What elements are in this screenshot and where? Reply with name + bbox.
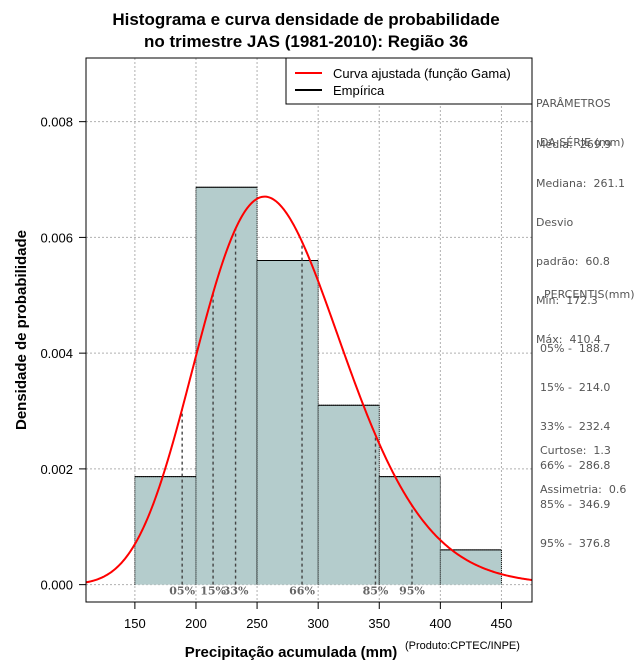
y-axis: 0.000 0.002 0.004 0.006 0.008 xyxy=(40,115,86,593)
x-axis: 150 200 250 300 350 400 450 xyxy=(124,602,512,631)
shape-stats: Curtose: 1.3 Assimetria: 0.6 xyxy=(540,418,626,509)
percentile-label: 85% xyxy=(363,585,389,598)
x-tick-label: 400 xyxy=(430,616,452,631)
param-sd-value: padrão: 60.8 xyxy=(536,255,610,268)
param-max: Máx: 410.4 xyxy=(536,333,601,346)
percentil-85: 85% - 346.9 xyxy=(540,498,611,511)
histogram-bar xyxy=(318,405,380,585)
params-header-line-1: PARÂMETROS xyxy=(536,97,611,110)
x-tick-label: 200 xyxy=(185,616,207,631)
param-sd-label: Desvio xyxy=(536,216,574,229)
percentile-label: 95% xyxy=(399,585,425,598)
legend: Curva ajustada (função Gama) Empírica xyxy=(285,57,533,105)
y-tick-label: 0.004 xyxy=(40,346,73,361)
histogram-bar xyxy=(440,549,502,585)
y-axis-label: Densidade de probabilidade xyxy=(13,230,30,430)
params-header-line-2: DA SÉRIE (mm) xyxy=(540,136,625,149)
chart-title-line-1: Histograma e curva densidade de probabil… xyxy=(112,10,499,29)
x-tick-label: 150 xyxy=(124,616,146,631)
percentile-labels: 05% 15%33% 66% 85% 95% xyxy=(169,585,425,598)
curtose: Curtose: 1.3 xyxy=(540,444,611,457)
y-tick-label: 0.008 xyxy=(40,115,73,130)
chart-title-line-2: no trimestre JAS (1981-2010): Região 36 xyxy=(144,32,468,51)
legend-empirical-label: Empírica xyxy=(333,83,385,98)
percentil-95: 95% - 376.8 xyxy=(540,537,611,550)
percentile-label: 15% xyxy=(200,585,226,598)
x-tick-label: 250 xyxy=(246,616,268,631)
percentil-66: 66% - 286.8 xyxy=(540,459,611,472)
credit-label: (Produto:CPTEC/INPE) xyxy=(405,640,520,652)
y-tick-label: 0.000 xyxy=(40,578,73,593)
y-tick-label: 0.002 xyxy=(40,462,73,477)
params-header: PARÂMETROS DA SÉRIE (mm) xyxy=(536,71,625,162)
assimetria: Assimetria: 0.6 xyxy=(540,483,627,496)
x-tick-label: 350 xyxy=(368,616,390,631)
legend-box xyxy=(285,57,533,105)
param-mean: Média: 269.9 xyxy=(536,138,612,151)
histogram-bar xyxy=(134,476,196,585)
percentil-05: 05% - 188.7 xyxy=(540,342,611,355)
gamma-curve xyxy=(85,195,533,584)
legend-curve-label: Curva ajustada (função Gama) xyxy=(333,66,511,81)
percentile-label: 05% xyxy=(169,585,195,598)
percentis-header: PERCENTIS(mm) xyxy=(544,288,635,301)
percentil-33: 33% - 232.4 xyxy=(540,420,611,433)
y-tick-label: 0.006 xyxy=(40,230,73,245)
histogram-bar xyxy=(195,187,258,585)
x-tick-label: 300 xyxy=(307,616,329,631)
percentile-label: 33% xyxy=(223,585,249,598)
histogram-bars xyxy=(134,186,502,585)
x-axis-label: Precipitação acumulada (mm) xyxy=(185,644,398,660)
x-tick-label: 450 xyxy=(491,616,513,631)
bar-outline xyxy=(195,186,258,585)
histogram-bar xyxy=(257,260,319,585)
percentis-list: 05% - 188.7 15% - 214.0 33% - 232.4 66% … xyxy=(540,316,610,563)
percentile-label: 66% xyxy=(289,585,315,598)
percentil-15: 15% - 214.0 xyxy=(540,381,611,394)
param-median: Mediana: 261.1 xyxy=(536,177,625,190)
params-list: Média: 269.9 Mediana: 261.1 Desvio padrã… xyxy=(536,112,625,359)
param-min: Mín: 172.3 xyxy=(536,294,598,307)
percentile-lines xyxy=(181,228,413,585)
bar-outline xyxy=(317,404,380,585)
